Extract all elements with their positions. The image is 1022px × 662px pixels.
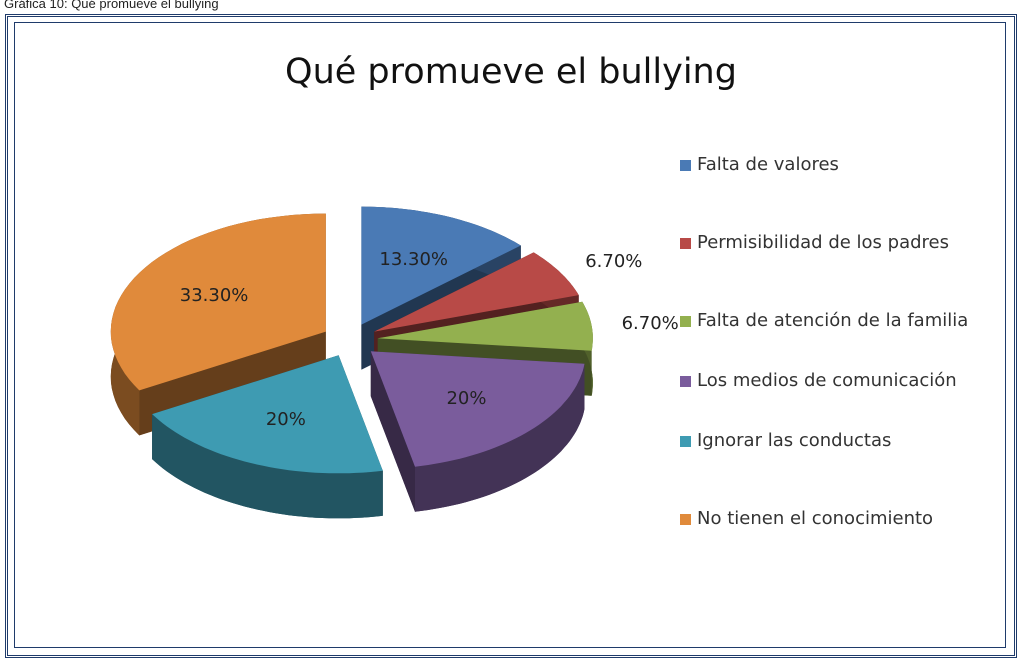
slice-top	[361, 206, 521, 325]
chart-title: Qué promueve el bullying	[285, 52, 737, 92]
data-label: 6.70%	[585, 251, 642, 272]
legend-swatch	[680, 316, 691, 327]
frame-inner	[14, 22, 1006, 648]
data-label: 33.30%	[180, 285, 249, 306]
slice-side	[415, 363, 585, 512]
legend-swatch	[680, 376, 691, 387]
legend-swatch	[680, 436, 691, 447]
legend-label: Ignorar las conductas	[697, 430, 892, 451]
data-label: 6.70%	[622, 313, 679, 334]
legend-label: Falta de atención de la familia	[697, 310, 969, 331]
legend-item: Falta de atención de la familia	[680, 306, 1000, 336]
legend-swatch	[680, 514, 691, 525]
legend-label: Los medios de comunicación	[697, 370, 957, 391]
slice	[370, 351, 585, 512]
data-label: 20%	[446, 388, 486, 409]
slice-wall	[370, 351, 415, 512]
legend: Falta de valores Permisibilidad de los pa…	[680, 150, 1000, 534]
slice	[152, 355, 383, 519]
legend-item: Falta de valores	[680, 150, 1000, 180]
frame	[5, 14, 1017, 658]
slice-top	[110, 213, 326, 391]
legend-item: Los medios de comunicación	[680, 366, 1000, 396]
slice-top	[152, 355, 383, 474]
legend-item: Ignorar las conductas	[680, 426, 1000, 456]
data-label: 13.30%	[379, 249, 448, 270]
legend-item: No tienen el conocimiento	[680, 504, 1000, 534]
slice-side	[152, 414, 383, 519]
legend-label: No tienen el conocimiento	[697, 508, 934, 529]
data-label: 20%	[266, 409, 306, 430]
slice-top	[374, 252, 579, 332]
caption: Gráfica 10: Qué promueve el bullying	[4, 0, 219, 11]
legend-item: Permisibilidad de los padres	[680, 228, 1000, 258]
slice-top	[377, 301, 593, 351]
legend-label: Permisibilidad de los padres	[697, 232, 949, 253]
legend-label: Falta de valores	[697, 154, 839, 175]
legend-swatch	[680, 160, 691, 171]
legend-swatch	[680, 238, 691, 249]
slice-top	[370, 351, 585, 467]
